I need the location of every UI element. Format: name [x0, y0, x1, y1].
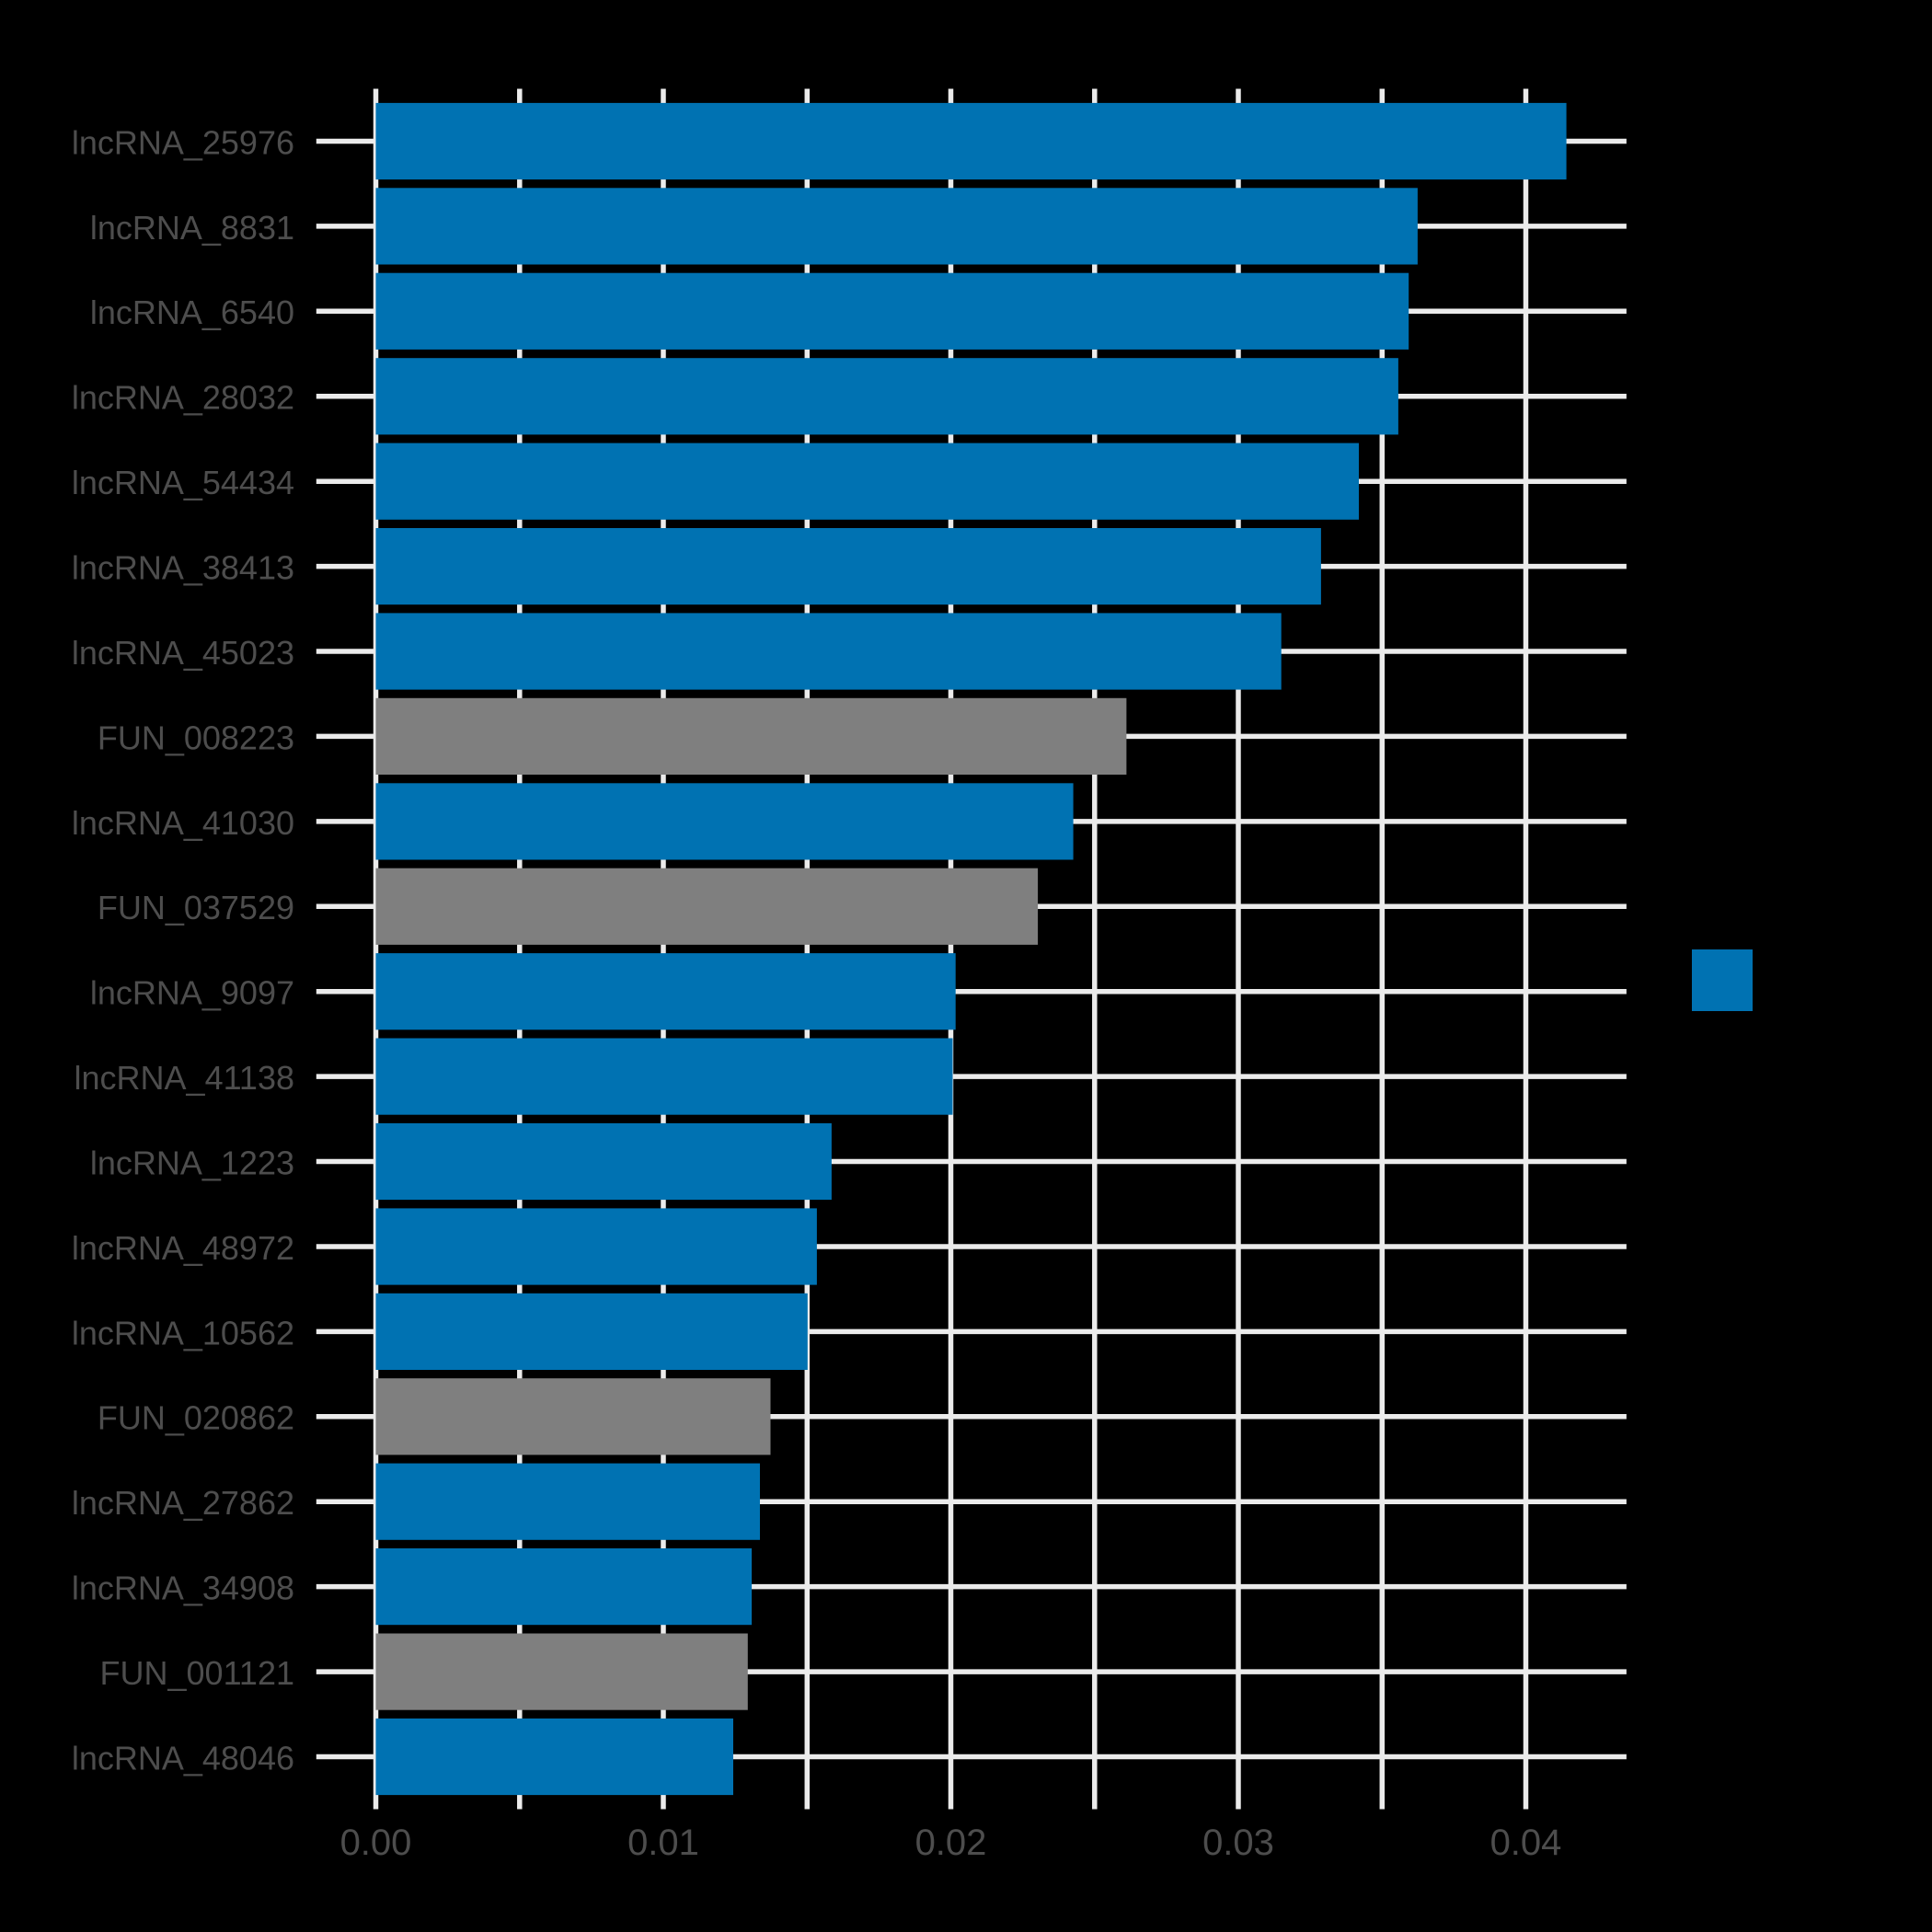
svg-text:lncRNA_41030: lncRNA_41030: [72, 804, 294, 842]
svg-text:lncRNA_27862: lncRNA_27862: [72, 1484, 294, 1522]
svg-text:0.00: 0.00: [340, 1823, 412, 1863]
svg-text:0.03: 0.03: [1202, 1823, 1274, 1863]
svg-text:0.02: 0.02: [915, 1823, 987, 1863]
svg-text:lncRNA_38413: lncRNA_38413: [72, 549, 294, 587]
svg-text:lncRNA_6540: lncRNA_6540: [90, 293, 294, 331]
svg-text:lncRNA_1223: lncRNA_1223: [90, 1144, 294, 1181]
svg-text:lncRNA_45023: lncRNA_45023: [72, 634, 294, 672]
svg-text:lncRNA_48046: lncRNA_48046: [72, 1739, 294, 1777]
svg-text:lncRNA_48972: lncRNA_48972: [72, 1229, 294, 1267]
svg-text:FUN_037529: FUN_037529: [98, 889, 294, 926]
svg-text:FUN_008223: FUN_008223: [98, 719, 294, 756]
svg-text:lncRNA_41138: lncRNA_41138: [75, 1059, 294, 1097]
svg-text:lncRNA_34908: lncRNA_34908: [72, 1570, 294, 1607]
svg-text:lncRNA_8831: lncRNA_8831: [90, 209, 294, 247]
svg-text:FUN_001121: FUN_001121: [100, 1654, 294, 1692]
svg-text:FUN_020862: FUN_020862: [98, 1399, 294, 1437]
svg-text:lncRNA_25976: lncRNA_25976: [72, 123, 294, 161]
svg-text:lncRNA_10562: lncRNA_10562: [72, 1314, 294, 1351]
svg-text:lncRNA_54434: lncRNA_54434: [72, 464, 294, 501]
svg-text:lncRNA_9097: lncRNA_9097: [90, 974, 294, 1012]
svg-text:0.04: 0.04: [1490, 1823, 1562, 1863]
svg-text:0.01: 0.01: [627, 1823, 699, 1863]
svg-text:lncRNA_28032: lncRNA_28032: [72, 379, 294, 417]
